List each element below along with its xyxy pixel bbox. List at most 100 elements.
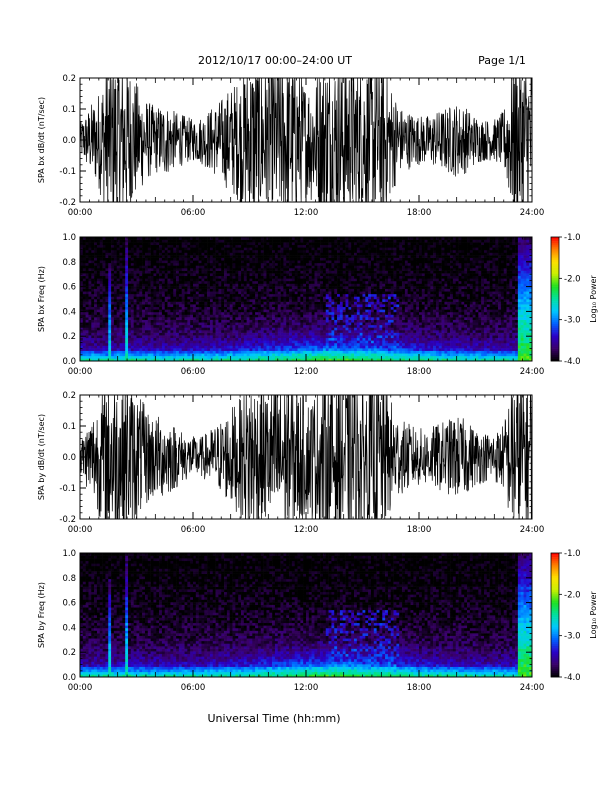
heatmap-cell bbox=[114, 265, 117, 268]
heatmap-cell bbox=[176, 343, 179, 346]
heatmap-cell bbox=[230, 335, 233, 338]
heatmap-cell bbox=[272, 315, 275, 318]
heatmap-cell bbox=[281, 330, 284, 333]
heatmap-cell bbox=[134, 286, 137, 289]
heatmap-cell bbox=[334, 353, 337, 356]
heatmap-cell bbox=[83, 296, 86, 299]
heatmap-cell bbox=[216, 291, 219, 294]
heatmap-cell bbox=[182, 247, 185, 250]
x-tick-label: 18:00 bbox=[407, 208, 432, 218]
heatmap-cell bbox=[331, 263, 334, 266]
heatmap-cell bbox=[306, 335, 309, 338]
heatmap-cell bbox=[320, 315, 323, 318]
heatmap-cell bbox=[340, 330, 343, 333]
heatmap-cell bbox=[230, 260, 233, 263]
heatmap-cell bbox=[320, 299, 323, 302]
heatmap-cell bbox=[317, 247, 320, 250]
heatmap-cell bbox=[108, 271, 111, 274]
heatmap-cell bbox=[309, 307, 312, 310]
heatmap-cell bbox=[199, 278, 202, 281]
heatmap-cell bbox=[88, 250, 91, 253]
heatmap-cell bbox=[340, 242, 343, 245]
heatmap-cell bbox=[128, 338, 131, 341]
heatmap-cell bbox=[142, 255, 145, 258]
heatmap-cell bbox=[252, 330, 255, 333]
heatmap-cell bbox=[105, 284, 108, 287]
heatmap-cell bbox=[131, 304, 134, 307]
heatmap-cell bbox=[193, 284, 196, 287]
heatmap-cell bbox=[334, 265, 337, 268]
heatmap-cell bbox=[320, 327, 323, 330]
heatmap-cell bbox=[241, 247, 244, 250]
heatmap-cell bbox=[261, 315, 264, 318]
heatmap-cell bbox=[266, 263, 269, 266]
heatmap-cell bbox=[199, 255, 202, 258]
heatmap-cell bbox=[100, 253, 103, 256]
heatmap-cell bbox=[86, 330, 89, 333]
heatmap-cell bbox=[114, 245, 117, 248]
heatmap-cell bbox=[261, 284, 264, 287]
heatmap-cell bbox=[312, 312, 315, 315]
heatmap-cell bbox=[250, 286, 253, 289]
heatmap-cell bbox=[320, 317, 323, 320]
heatmap-cell bbox=[185, 278, 188, 281]
heatmap-cell bbox=[216, 312, 219, 315]
heatmap-cell bbox=[221, 327, 224, 330]
heatmap-cell bbox=[303, 294, 306, 297]
heatmap-cell bbox=[187, 289, 190, 292]
heatmap-cell bbox=[255, 260, 258, 263]
heatmap-cell bbox=[309, 346, 312, 349]
heatmap-cell bbox=[309, 325, 312, 328]
heatmap-cell bbox=[148, 330, 151, 333]
heatmap-cell bbox=[351, 322, 354, 325]
heatmap-cell bbox=[309, 255, 312, 258]
heatmap-cell bbox=[292, 245, 295, 248]
heatmap-cell bbox=[360, 351, 363, 354]
heatmap-cell bbox=[148, 281, 151, 284]
heatmap-cell bbox=[170, 302, 173, 305]
heatmap-cell bbox=[162, 245, 165, 248]
heatmap-cell bbox=[210, 317, 213, 320]
heatmap-cell bbox=[168, 265, 171, 268]
heatmap-cell bbox=[351, 284, 354, 287]
heatmap-cell bbox=[179, 353, 182, 356]
heatmap-cell bbox=[86, 302, 89, 305]
heatmap-cell bbox=[193, 253, 196, 256]
heatmap-cell bbox=[185, 335, 188, 338]
heatmap-cell bbox=[153, 281, 156, 284]
heatmap-cell bbox=[323, 304, 326, 307]
heatmap-cell bbox=[165, 247, 168, 250]
heatmap-cell bbox=[162, 340, 165, 343]
heatmap-cell bbox=[120, 340, 123, 343]
heatmap-cell bbox=[343, 327, 346, 330]
heatmap-cell bbox=[139, 340, 142, 343]
heatmap-cell bbox=[286, 260, 289, 263]
heatmap-cell bbox=[148, 271, 151, 274]
heatmap-cell bbox=[278, 304, 281, 307]
heatmap-cell bbox=[357, 278, 360, 281]
heatmap-cell bbox=[201, 289, 204, 292]
heatmap-cell bbox=[286, 320, 289, 323]
heatmap-cell bbox=[145, 247, 148, 250]
heatmap-cell bbox=[230, 302, 233, 305]
heatmap-cell bbox=[334, 260, 337, 263]
heatmap-cell bbox=[331, 343, 334, 346]
heatmap-cell bbox=[261, 343, 264, 346]
heatmap-cell bbox=[204, 307, 207, 310]
heatmap-cell bbox=[117, 271, 120, 274]
heatmap-cell bbox=[320, 330, 323, 333]
heatmap-cell bbox=[317, 304, 320, 307]
heatmap-cell bbox=[269, 291, 272, 294]
heatmap-cell bbox=[230, 351, 233, 354]
heatmap-cell bbox=[238, 296, 241, 299]
heatmap-cell bbox=[244, 320, 247, 323]
heatmap-cell bbox=[122, 253, 125, 256]
heatmap-cell bbox=[329, 356, 332, 359]
heatmap-cell bbox=[289, 343, 292, 346]
heatmap-cell bbox=[283, 340, 286, 343]
heatmap-cell bbox=[137, 338, 140, 341]
heatmap-cell bbox=[261, 240, 264, 243]
heatmap-cell bbox=[128, 322, 131, 325]
heatmap-cell bbox=[193, 263, 196, 266]
heatmap-cell bbox=[289, 338, 292, 341]
